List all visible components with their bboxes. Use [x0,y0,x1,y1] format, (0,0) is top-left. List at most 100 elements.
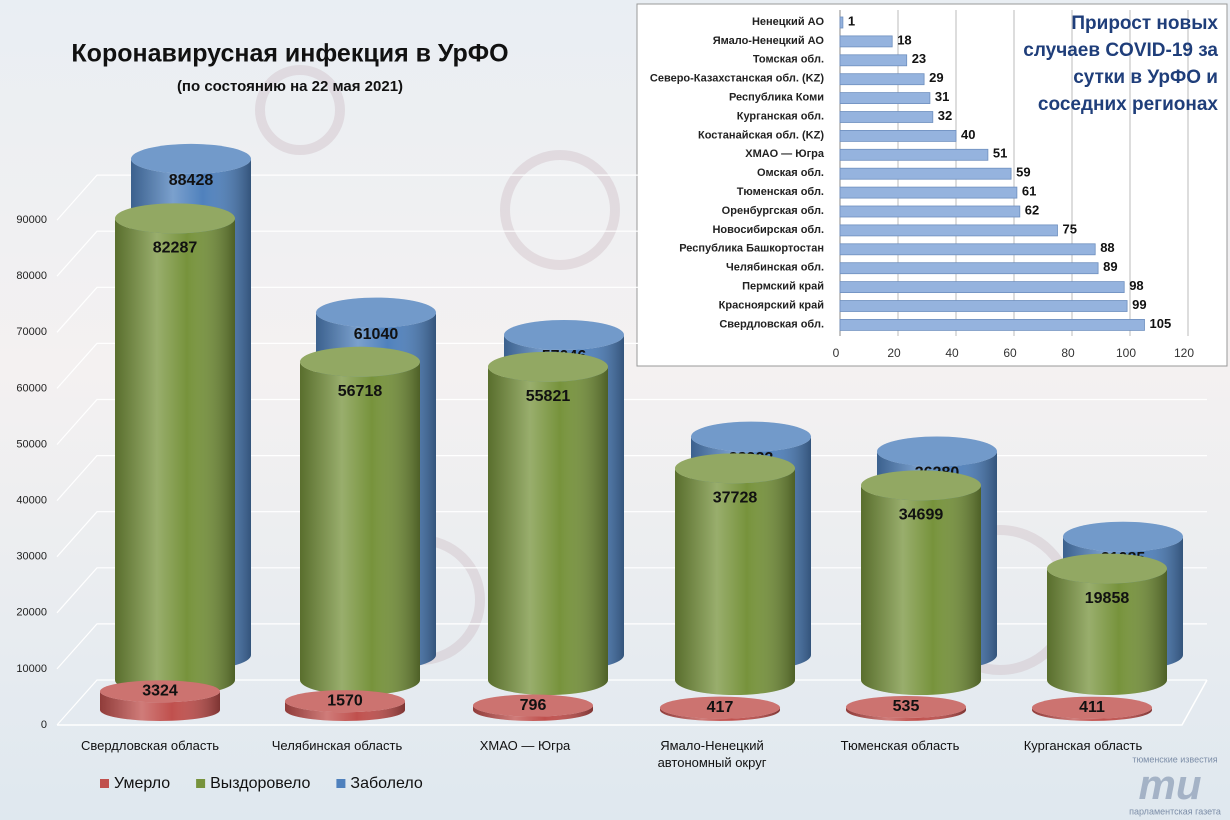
y-tick-label: 20000 [16,607,47,619]
cylinder-top [846,695,966,718]
cylinder [861,470,981,695]
logo-top: тюменские известия [1132,754,1217,764]
cylinder-top [300,346,420,377]
value-label: 29 [929,70,943,85]
y-tick-label: Ямало-Ненецкий АО [713,35,825,47]
x-tick-label: Ямало-Ненецкий автономный округ [657,738,767,770]
y-tick-label: Красноярский край [719,299,824,311]
cylinder [488,351,608,695]
value-label: 23 [912,51,926,66]
value-label: 88428 [169,172,214,189]
cylinder-top-light [473,694,593,717]
cylinder [1047,553,1167,695]
grid-line [56,230,1207,277]
x-tick-label: 120 [1174,346,1194,360]
cylinder-shade [285,701,405,721]
y-tick-label: Курганская обл. [737,110,824,122]
cylinder-top-light [100,680,220,703]
bar [839,148,989,161]
cylinder-top-light [300,346,420,377]
logo-mark: ти [1139,761,1202,808]
grid-line [56,286,1207,333]
cylinder [660,696,780,721]
grid-line [56,623,1207,670]
y-tick-label: Республика Башкортостан [679,243,824,255]
x-tick-label: 0 [833,346,840,360]
bar [839,16,844,29]
y-tick-label: 50000 [16,438,47,450]
bar [839,129,957,142]
value-label: 75 [1063,221,1077,236]
bar [839,262,1099,275]
y-tick-label: Новосибирская обл. [712,224,824,236]
y-tick-label: Тюменская обл. [737,186,824,198]
bar [839,73,925,86]
legend-label: Выздоровело [210,775,310,792]
cylinder [473,694,593,721]
cylinder-top [1063,521,1183,552]
cylinder [1032,696,1152,721]
y-tick-label: 30000 [16,551,47,563]
cylinder-top-light [660,696,780,719]
cylinder-top [675,453,795,484]
y-tick-label: 80000 [16,270,47,282]
y-tick-label: Пермский край [742,281,824,293]
y-tick-label: 90000 [16,214,47,226]
value-label: 417 [707,699,734,716]
bar [839,205,1021,218]
cylinder-shade [300,361,420,695]
value-label: 37728 [713,490,758,507]
grid-line [56,567,1207,614]
cylinder-top-light [675,453,795,484]
bar [839,54,908,67]
chart-subtitle: (по состоянию на 22 мая 2021) [177,78,403,95]
cylinder-top-light [846,695,966,718]
value-label: 51 [993,146,1007,161]
y-tick-label: 10000 [16,663,47,675]
value-label: 3324 [142,683,178,700]
y-tick-label: Омская обл. [757,167,824,179]
value-label: 55821 [526,388,571,405]
inset-title: Прирост новых случаев COVID-19 за сутки … [1023,13,1218,115]
value-label: 40 [961,127,975,142]
cylinder-top-light [285,690,405,713]
y-tick-label: Свердловская обл. [719,318,824,330]
value-label: 34699 [899,507,944,524]
cylinder-shade [846,706,966,721]
cylinder-top-light [316,297,436,328]
cylinder-top-light [115,203,235,234]
value-label: 98 [1129,278,1143,293]
bar [839,281,1125,294]
legend-swatch [196,779,206,788]
value-label: 59 [1016,165,1030,180]
cylinder [285,690,405,721]
cylinder-top [488,351,608,382]
x-tick-label: 20 [887,346,901,360]
value-label: 18 [897,32,911,47]
cylinder-shade [675,468,795,695]
cylinder-top-light [504,319,624,350]
bar [839,300,1128,312]
x-tick-label: 40 [945,346,959,360]
y-tick-label: Республика Коми [729,92,824,104]
cylinder-shade [861,485,981,695]
bar [839,35,893,48]
bar [839,186,1018,199]
cylinder [115,203,235,695]
y-tick-label: Челябинская обл. [726,262,824,274]
cylinder-shade [1047,568,1167,695]
value-label: 19858 [1085,590,1130,607]
cylinder-top [100,680,220,703]
cylinder-top [316,297,436,328]
bar [839,111,934,123]
legend-swatch [336,779,346,788]
bar [839,92,931,104]
legend-swatch [100,779,109,788]
value-label: 62 [1025,202,1039,217]
cylinder-top [504,319,624,350]
grid-line [56,455,1207,501]
cylinder-top [473,694,593,717]
cylinder [300,346,420,695]
